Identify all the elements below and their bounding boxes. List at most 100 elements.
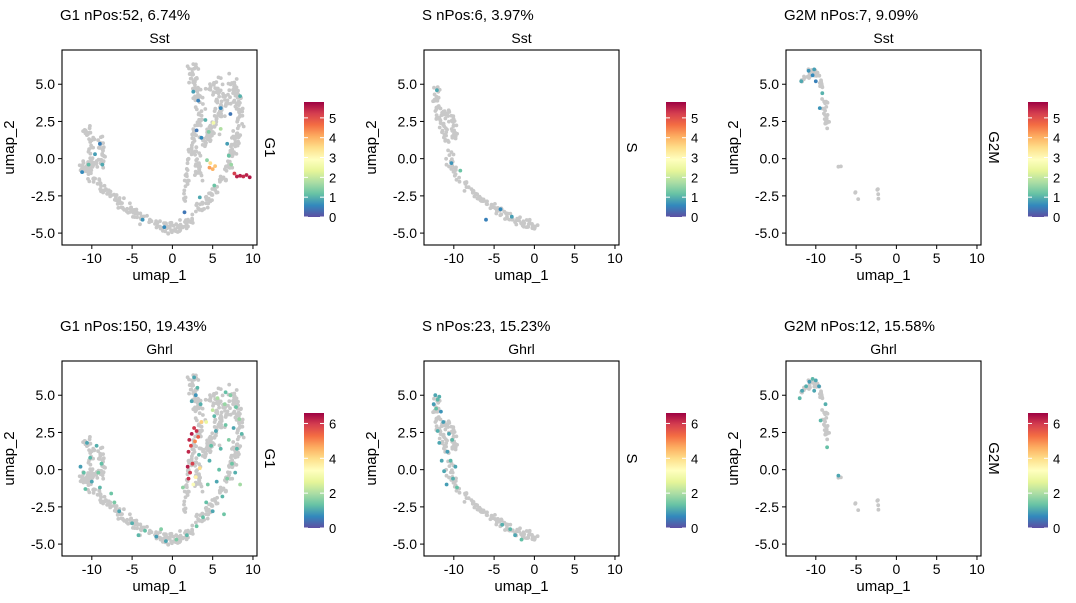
- y-tick-label: -2.5: [31, 188, 55, 204]
- background-point: [434, 116, 439, 121]
- positive-point: [451, 476, 455, 481]
- positive-point: [836, 473, 841, 478]
- positive-point: [89, 479, 94, 484]
- positive-point: [81, 470, 86, 475]
- background-point: [184, 221, 189, 226]
- y-tick-label: 5.0: [760, 76, 780, 92]
- background-point: [217, 89, 222, 93]
- background-point: [450, 119, 455, 124]
- positive-point: [154, 534, 159, 539]
- background-point: [86, 149, 91, 154]
- colorbar-tick-label: 6: [691, 416, 698, 431]
- background-point: [823, 419, 827, 424]
- background-point: [521, 530, 526, 535]
- positive-point: [164, 539, 168, 543]
- y-tick-label: 5.0: [398, 76, 418, 92]
- x-axis-label: umap_1: [132, 267, 186, 284]
- background-point: [233, 455, 238, 460]
- background-point: [505, 214, 509, 219]
- positive-point: [100, 162, 105, 167]
- background-point: [194, 460, 199, 465]
- colorbar-tick-label: 0: [329, 210, 336, 225]
- background-point: [208, 123, 213, 128]
- background-point: [101, 165, 106, 170]
- background-point: [222, 114, 227, 118]
- background-point: [189, 387, 194, 392]
- background-point: [432, 92, 437, 97]
- background-point: [218, 420, 222, 424]
- panel-subtitle: Sst: [511, 30, 531, 46]
- background-point: [77, 163, 82, 168]
- colorbar-tick-label: 4: [691, 451, 698, 466]
- background-point: [201, 413, 205, 417]
- positive-points: [78, 375, 244, 543]
- background-point: [215, 98, 220, 103]
- background-point: [189, 458, 194, 462]
- background-point: [194, 145, 199, 150]
- background-point: [238, 412, 242, 416]
- background-point: [132, 526, 137, 530]
- positive-point: [188, 470, 193, 475]
- positive-point: [187, 438, 192, 442]
- background-point: [91, 180, 96, 184]
- background-point: [446, 419, 451, 424]
- background-point: [186, 459, 191, 463]
- background-point: [174, 533, 179, 538]
- colorbar-tick-label: 6: [329, 416, 336, 431]
- background-point: [236, 88, 240, 93]
- background-point: [103, 465, 107, 470]
- background-point: [454, 177, 459, 182]
- positive-point: [229, 162, 234, 167]
- background-point: [514, 222, 519, 227]
- positive-point: [189, 432, 194, 436]
- background-point: [219, 99, 224, 104]
- background-point: [194, 209, 198, 214]
- background-point: [155, 531, 160, 536]
- background-point: [452, 444, 456, 449]
- background-point: [205, 205, 210, 210]
- positive-point: [98, 485, 102, 490]
- background-point: [161, 540, 165, 544]
- background-point: [100, 147, 105, 152]
- background-point: [178, 529, 182, 533]
- background-point: [876, 498, 880, 502]
- background-point: [444, 444, 448, 449]
- background-point: [231, 392, 236, 397]
- background-point: [443, 138, 448, 142]
- background-point: [198, 405, 203, 410]
- background-point: [182, 507, 187, 512]
- background-point: [825, 113, 830, 117]
- colorbar-tick-label: 0: [329, 521, 336, 536]
- positive-point: [238, 173, 243, 178]
- background-point: [182, 188, 187, 193]
- background-point: [91, 446, 96, 451]
- y-tick-label: 2.5: [760, 113, 780, 129]
- background-point: [223, 405, 228, 409]
- positive-point: [818, 418, 823, 423]
- background-point: [819, 393, 824, 398]
- background-point: [228, 95, 232, 100]
- background-point: [190, 529, 195, 533]
- background-point: [184, 173, 188, 178]
- background-point: [234, 107, 239, 111]
- background-point: [203, 397, 208, 402]
- y-tick-label: 5.0: [36, 387, 56, 403]
- background-point: [91, 176, 96, 181]
- positive-point: [206, 130, 211, 134]
- umap-panel-1: G1 nPos:52, 6.74%Sst-10 -5 0 5 10-5.0-2.50.0…: [1, 7, 336, 284]
- background-point: [211, 82, 216, 87]
- positive-point: [804, 384, 808, 389]
- background-point: [208, 199, 213, 204]
- background-point: [217, 423, 222, 428]
- positive-point: [186, 449, 191, 454]
- x-tick-label: -5: [850, 561, 863, 577]
- background-point: [238, 407, 243, 412]
- y-tick-label: 5.0: [36, 76, 56, 92]
- positive-point: [207, 165, 212, 170]
- y-tick-label: 2.5: [398, 113, 418, 129]
- background-point: [504, 522, 508, 527]
- background-point: [158, 535, 163, 540]
- background-point: [190, 221, 195, 225]
- panel-subtitle: Sst: [149, 30, 169, 46]
- positive-point: [210, 509, 215, 514]
